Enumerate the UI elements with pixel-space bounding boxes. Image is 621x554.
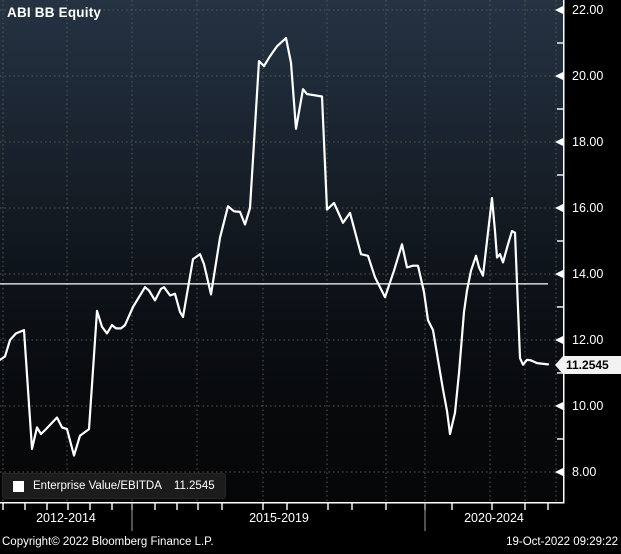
legend[interactable]: Enterprise Value/EBITDA 11.2545 [2, 473, 226, 499]
x-axis-section-label: 2020-2024 [464, 511, 524, 525]
y-axis-label: 10.00 [572, 398, 604, 413]
last-value-text: 11.2545 [566, 357, 609, 372]
x-axis: 2012-2014 2015-2019 2020-2024 [0, 502, 563, 532]
legend-series-label: Enterprise Value/EBITDA [33, 480, 162, 492]
x-axis-section-label: 2015-2019 [249, 511, 309, 525]
chart-title: ABI BB Equity [7, 5, 102, 20]
last-value-axis-badge: 11.2545 [555, 355, 621, 374]
y-axis-label: 14.00 [572, 266, 604, 281]
timestamp-text: 19-Oct-2022 09:29:22 [506, 536, 618, 548]
y-axis: 22.00 20.00 18.00 16.00 14.00 12.00 10.00 8.00 [572, 2, 604, 479]
legend-swatch-icon [13, 480, 24, 492]
y-axis-label: 12.00 [572, 332, 604, 347]
y-axis-label: 16.00 [572, 200, 604, 215]
y-axis-label: 18.00 [572, 134, 604, 149]
x-axis-section-label: 2012-2014 [36, 511, 96, 525]
y-axis-label: 20.00 [572, 68, 604, 83]
copyright-text: Copyright© 2022 Bloomberg Finance L.P. [2, 536, 214, 548]
y-axis-label: 8.00 [572, 464, 597, 479]
y-axis-label: 22.00 [572, 2, 604, 17]
legend-series-value: 11.2545 [173, 480, 215, 492]
